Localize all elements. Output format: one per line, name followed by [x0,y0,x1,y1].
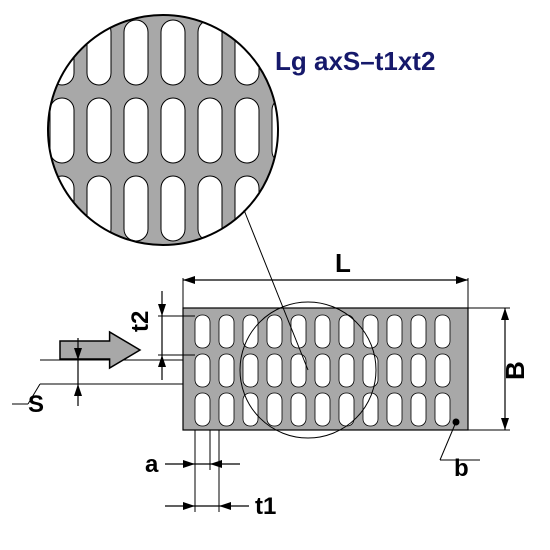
slot [387,354,402,387]
detail-slot [161,20,185,85]
detail-slot [198,98,222,163]
detail-slot [124,176,148,241]
slot [411,315,426,348]
slot [243,354,258,387]
dimension: t1 [165,430,276,520]
slot [219,354,234,387]
slot [339,315,354,348]
detail-slot [309,98,333,163]
dim-label: B [500,361,530,380]
perforated-sheet [183,308,468,430]
slot [267,354,282,387]
slot [267,315,282,348]
slot [195,393,210,426]
slot [315,315,330,348]
slot [291,393,306,426]
slot [195,315,210,348]
slot [291,315,306,348]
dim-label: S [28,391,44,418]
slot [339,354,354,387]
detail-slot [161,254,185,319]
slot [387,393,402,426]
detail-slot [124,254,148,319]
dimension: a [145,430,240,478]
dim-label: L [335,248,351,278]
slot [315,354,330,387]
slot [411,354,426,387]
slot [219,315,234,348]
detail-slot [124,20,148,85]
dim-label: t2 [127,311,154,332]
detail-slot [309,176,333,241]
dimension: B [468,308,530,430]
slot [243,393,258,426]
slot [195,354,210,387]
slot [435,393,450,426]
slot [435,354,450,387]
slot [411,393,426,426]
dimension: L [183,248,468,308]
detail-slot [272,176,296,241]
detail-slot [161,176,185,241]
detail-slot [124,98,148,163]
dimension: b [440,422,480,482]
detail-slot [50,98,74,163]
detail-slot [87,98,111,163]
dim-label: a [145,451,159,478]
diagram-title: Lg axS–t1xt2 [275,46,435,76]
dim-label: t1 [255,493,276,520]
detail-slot [50,254,74,319]
detail-slot [87,254,111,319]
detail-slot [161,98,185,163]
slot [267,393,282,426]
slot [219,393,234,426]
slot [435,315,450,348]
slot [387,315,402,348]
slot [315,393,330,426]
slot [339,393,354,426]
dim-label: b [454,455,469,482]
direction-arrow-icon [60,332,140,368]
detail-slot [235,98,259,163]
